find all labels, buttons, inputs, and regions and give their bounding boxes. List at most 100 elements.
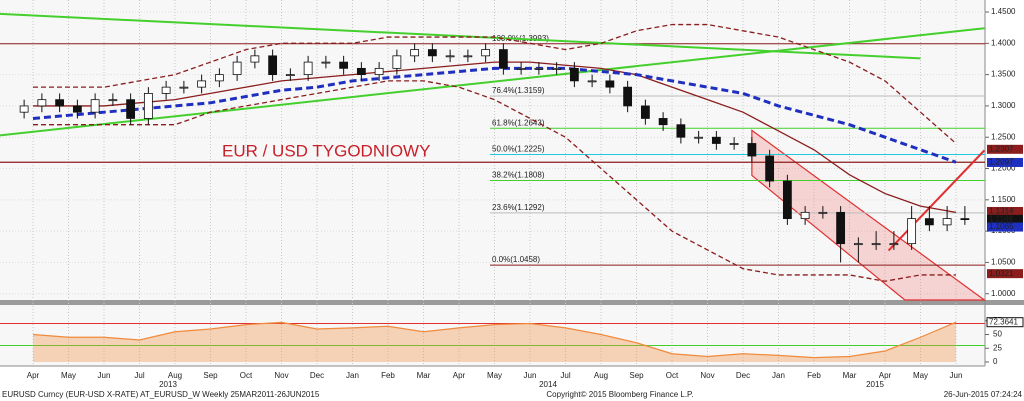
x-tick-label: Jul — [134, 371, 144, 380]
x-tick-label: Oct — [666, 371, 679, 380]
x-tick-label: Jan — [772, 371, 785, 380]
candle-body — [179, 86, 189, 89]
year-label: 2014 — [539, 380, 557, 389]
ma-line — [33, 80, 956, 282]
panel-separator — [0, 300, 1024, 305]
candle-body — [516, 67, 526, 70]
candle-body — [640, 105, 650, 119]
y-tick-label: 1.3500 — [991, 70, 1016, 79]
candle-body — [481, 49, 491, 57]
chart-title: EUR / USD TYGODNIOWY — [222, 141, 430, 160]
y-tick-label: 1.4000 — [991, 38, 1016, 47]
candle-body — [321, 61, 331, 64]
candle-body — [853, 243, 863, 246]
candle-body — [463, 55, 473, 58]
last-value-label: 1.1314 — [989, 207, 1014, 216]
candle-body — [694, 136, 704, 139]
layers: Apr May Jun Jul Aug Sep Oct Nov Dec Jan Feb Mar Apr M… — [0, 0, 1024, 380]
last-value-label: 1.2097 — [989, 158, 1014, 167]
y-tick-label: 1.1500 — [991, 195, 1016, 204]
x-tick-label: Apr — [453, 371, 466, 380]
ma-line — [32, 66, 957, 164]
candle-body — [836, 211, 846, 245]
candle-body — [392, 55, 402, 69]
y2-tick-label: 0 — [993, 357, 998, 366]
candle-body — [960, 218, 970, 221]
y-tick-label: 1.3000 — [991, 101, 1016, 110]
last-value-box — [987, 222, 1023, 232]
last-value-label: 1.0321 — [989, 269, 1014, 278]
x-tick-label: Feb — [381, 371, 395, 380]
candle-body — [445, 55, 455, 58]
y2-tick-label: 50 — [993, 330, 1002, 339]
x-tick-label: Jun — [950, 371, 963, 380]
x-tick-label: Mar — [417, 371, 431, 380]
fib-label: 50.0%(1.2225) — [492, 145, 545, 154]
candle-body — [924, 218, 934, 226]
x-tick-label: Aug — [168, 371, 182, 380]
y-tick-label: 1.4500 — [991, 7, 1016, 16]
trend-line — [887, 149, 986, 252]
x-tick-label: Dec — [310, 371, 324, 380]
x-tick-label: Jul — [560, 371, 570, 380]
x-tick-label: May — [61, 371, 76, 380]
candle-body — [55, 99, 65, 107]
candle-body — [90, 99, 100, 113]
candle-body — [676, 124, 686, 138]
candle-body — [374, 67, 384, 76]
candle-body — [747, 143, 757, 157]
candle-body — [800, 211, 810, 220]
fib-label: 38.2%(1.1808) — [492, 171, 545, 180]
x-tick-label: Aug — [594, 371, 608, 380]
candle-body — [587, 80, 597, 83]
indicator-line — [32, 321, 957, 359]
candle-body — [143, 93, 153, 119]
candle-body — [232, 61, 242, 76]
y-tick-label: 1.0500 — [991, 258, 1016, 267]
candle-body — [658, 118, 668, 126]
candle-body — [108, 99, 118, 102]
x-tick-label: Mar — [843, 371, 857, 380]
candle-body — [765, 155, 775, 182]
last-value-box — [987, 157, 1023, 167]
candle-body — [818, 211, 828, 214]
candle-body — [214, 74, 224, 82]
y-tick-label: 1.0000 — [991, 289, 1016, 298]
candle-body — [498, 49, 508, 69]
x-tick-label: Jun — [98, 371, 111, 380]
candle-body — [19, 105, 29, 113]
footer-right: 26-Jun-2015 07:24:24 — [944, 390, 1023, 399]
candle-body — [552, 67, 562, 70]
fib-label: 23.6%(1.1292) — [492, 203, 545, 212]
x-tick-label: Apr — [27, 371, 40, 380]
candle-body — [907, 218, 917, 245]
footer-center: Copyright© 2015 Bloomberg Finance L.P. — [546, 390, 693, 399]
year-label: 2015 — [866, 380, 884, 389]
candle-body — [942, 218, 952, 226]
last-value-box — [987, 144, 1023, 154]
ma-line — [33, 61, 957, 213]
candle-body — [410, 49, 420, 57]
candle-body — [72, 105, 82, 113]
year-label: 2013 — [159, 380, 177, 389]
candle-body — [782, 180, 792, 220]
footer-left: EURUSD Curncy (EUR-USD X-RATE) AT_EURUSD… — [2, 390, 320, 399]
candle-body — [711, 136, 721, 144]
candle-body — [729, 143, 739, 145]
candle-body — [871, 243, 881, 246]
candle-body — [623, 86, 633, 107]
x-tick-label: Oct — [240, 371, 253, 380]
x-tick-label: Sep — [629, 371, 644, 380]
x-tick-label: Dec — [736, 371, 750, 380]
candle-body — [534, 67, 544, 70]
indicator-area — [33, 322, 956, 362]
last-value-label: 1.1065 — [989, 222, 1014, 231]
candle-body — [303, 61, 313, 76]
trend-line — [0, 27, 985, 137]
last-value-box — [986, 317, 1024, 328]
ma-line — [33, 23, 957, 144]
y-tick-label: 1.2500 — [991, 132, 1016, 141]
candle-body — [285, 74, 295, 77]
candle-body — [161, 86, 171, 94]
